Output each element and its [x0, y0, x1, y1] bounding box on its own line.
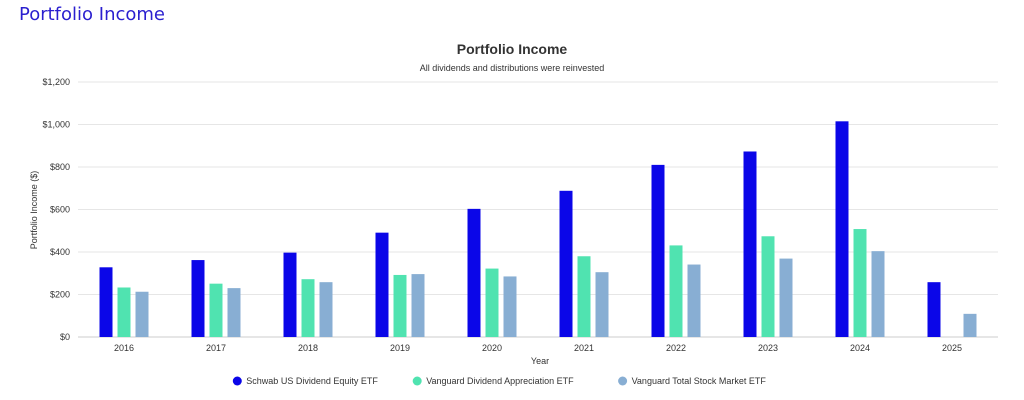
legend-label: Vanguard Dividend Appreciation ETF: [426, 376, 574, 386]
x-tick-label: 2022: [666, 343, 686, 353]
legend-marker: [618, 376, 628, 386]
x-tick-label: 2016: [114, 343, 134, 353]
y-tick-label: $200: [50, 290, 70, 300]
bar[interactable]: [743, 151, 757, 337]
bar[interactable]: [687, 264, 701, 337]
x-tick-label: 2020: [482, 343, 502, 353]
bar[interactable]: [319, 282, 333, 337]
x-axis-ticks: 2016 2017 2018 2019 2020 2021 2022 2023 2024 2025: [114, 343, 962, 353]
bar[interactable]: [191, 260, 205, 337]
bar[interactable]: [375, 232, 389, 337]
y-tick-label: $0: [60, 332, 70, 342]
bar[interactable]: [283, 252, 297, 337]
chart-subtitle: All dividends and distributions were rei…: [420, 63, 605, 73]
bar[interactable]: [411, 274, 425, 337]
y-tick-label: $1,000: [42, 120, 70, 130]
bar[interactable]: [209, 283, 223, 337]
bar[interactable]: [503, 276, 517, 337]
y-tick-label: $1,200: [42, 77, 70, 87]
bar[interactable]: [467, 208, 481, 337]
x-tick-label: 2024: [850, 343, 870, 353]
legend-label: Schwab US Dividend Equity ETF: [246, 376, 378, 386]
bar[interactable]: [485, 268, 499, 337]
bar[interactable]: [927, 282, 941, 337]
legend-marker: [232, 376, 242, 386]
bar[interactable]: [669, 245, 683, 337]
bar[interactable]: [577, 256, 591, 337]
legend-item[interactable]: Vanguard Total Stock Market ETF: [618, 376, 766, 386]
legend-marker: [412, 376, 422, 386]
bar[interactable]: [301, 279, 315, 337]
y-tick-label: $800: [50, 162, 70, 172]
bar[interactable]: [99, 267, 113, 337]
bar[interactable]: [779, 258, 793, 337]
bar[interactable]: [559, 190, 573, 337]
y-tick-label: $600: [50, 205, 70, 215]
y-axis-ticks: $0 $200 $400 $600 $800 $1,000 $1,200: [42, 77, 70, 342]
y-axis-title: Portfolio Income ($): [29, 171, 39, 250]
legend: Schwab US Dividend Equity ETF Vanguard Di…: [232, 376, 766, 386]
bars: [99, 121, 977, 337]
y-tick-label: $400: [50, 247, 70, 257]
chart-title: Portfolio Income: [457, 41, 568, 57]
bar[interactable]: [835, 121, 849, 337]
bar[interactable]: [227, 288, 241, 337]
bar[interactable]: [963, 313, 977, 337]
x-tick-label: 2021: [574, 343, 594, 353]
page-heading: Portfolio Income: [19, 4, 166, 25]
legend-label: Vanguard Total Stock Market ETF: [632, 376, 767, 386]
x-tick-label: 2019: [390, 343, 410, 353]
bar[interactable]: [651, 164, 665, 337]
bar[interactable]: [117, 287, 131, 337]
bar[interactable]: [393, 274, 407, 337]
x-tick-label: 2017: [206, 343, 226, 353]
bar[interactable]: [761, 236, 775, 337]
x-tick-label: 2018: [298, 343, 318, 353]
x-tick-label: 2025: [942, 343, 962, 353]
legend-item[interactable]: Schwab US Dividend Equity ETF: [232, 376, 379, 386]
bar[interactable]: [135, 291, 149, 337]
legend-item[interactable]: Vanguard Dividend Appreciation ETF: [412, 376, 574, 386]
bar[interactable]: [871, 251, 885, 337]
x-tick-label: 2023: [758, 343, 778, 353]
x-axis-title: Year: [531, 356, 549, 366]
bar[interactable]: [853, 229, 867, 337]
bar[interactable]: [595, 272, 609, 337]
